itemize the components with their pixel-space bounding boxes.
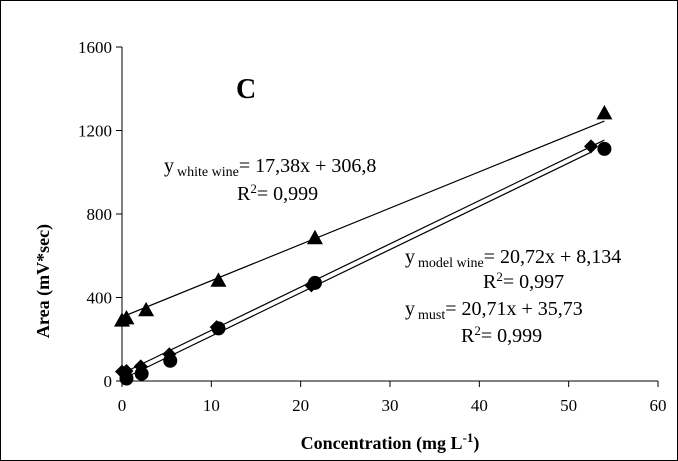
x-tick-label: 0 [118, 396, 127, 415]
fit-line-must [126, 139, 605, 372]
point-white-wine [138, 301, 155, 317]
r2-model-sup: 2 [496, 269, 503, 284]
r2-white-sup: 2 [250, 181, 257, 196]
x-tick-label: 60 [650, 396, 667, 415]
fit-line-model-wine [121, 151, 592, 380]
point-must [134, 366, 149, 381]
y-tick-label: 0 [104, 372, 113, 391]
point-white-wine [210, 272, 227, 287]
r2-white-label: R [237, 183, 251, 205]
panel-label: C [236, 74, 256, 105]
r2-must: R2= 0,999 [461, 323, 542, 347]
x-axis-title-main: Concentration (mg L [301, 433, 463, 454]
x-tick-label: 20 [292, 396, 309, 415]
point-white-wine [596, 104, 613, 120]
x-axis-title: Concentration (mg L-1) [301, 430, 480, 454]
x-axis-title-tail: ) [473, 433, 479, 454]
r2-white-value: = 0,999 [257, 183, 318, 205]
y-axis-title: Area (mV*sec) [33, 224, 54, 338]
point-white-wine [306, 229, 323, 245]
equation-must: y must= 20,71x + 35,73 [405, 298, 583, 323]
point-must [211, 321, 226, 336]
tick-marks [116, 46, 659, 387]
x-axis-title-sup: -1 [463, 430, 474, 445]
y-tick-label: 400 [87, 289, 113, 308]
eq-white-rhs: = 17,38x + 306,8 [239, 155, 377, 177]
fit-lines [121, 120, 605, 380]
eq-white-y: y [164, 155, 174, 177]
point-must [307, 275, 322, 290]
eq-must-rhs: = 20,71x + 35,73 [445, 298, 583, 320]
fit-line-white-wine [121, 120, 605, 318]
x-tick-label: 50 [560, 396, 577, 415]
equation-model-wine: y model wine= 20,72x + 8,134 [405, 246, 621, 271]
r2-must-sup: 2 [474, 323, 481, 338]
r2-model-label: R [483, 271, 497, 293]
r2-must-value: = 0,999 [481, 325, 542, 347]
point-must [163, 353, 178, 368]
point-must [119, 371, 134, 386]
point-must [597, 141, 612, 156]
eq-white-sub: white wine [177, 165, 239, 180]
r2-model-value: = 0,997 [503, 271, 564, 293]
eq-model-y: y [405, 246, 415, 268]
tick-labels: 0 400 800 1200 1600 0 10 20 30 40 50 60 [78, 38, 667, 415]
x-tick-label: 30 [382, 396, 399, 415]
equation-white-wine: y white wine= 17,38x + 306,8 [164, 155, 376, 180]
point-white-wine [118, 309, 135, 325]
eq-model-sub: model wine [418, 256, 484, 271]
data-points [114, 104, 613, 386]
x-tick-label: 10 [203, 396, 220, 415]
axes [121, 47, 658, 382]
y-tick-label: 1200 [78, 122, 112, 141]
y-tick-label: 800 [87, 205, 113, 224]
r2-white-wine: R2= 0,999 [237, 181, 318, 205]
point-model-wine [584, 139, 598, 154]
r2-must-label: R [461, 325, 475, 347]
x-tick-label: 40 [471, 396, 488, 415]
eq-model-rhs: = 20,72x + 8,134 [484, 246, 622, 268]
r2-model-wine: R2= 0,997 [483, 269, 564, 293]
y-tick-label: 1600 [78, 38, 112, 57]
eq-must-sub: must [418, 308, 445, 323]
eq-must-y: y [405, 298, 415, 320]
